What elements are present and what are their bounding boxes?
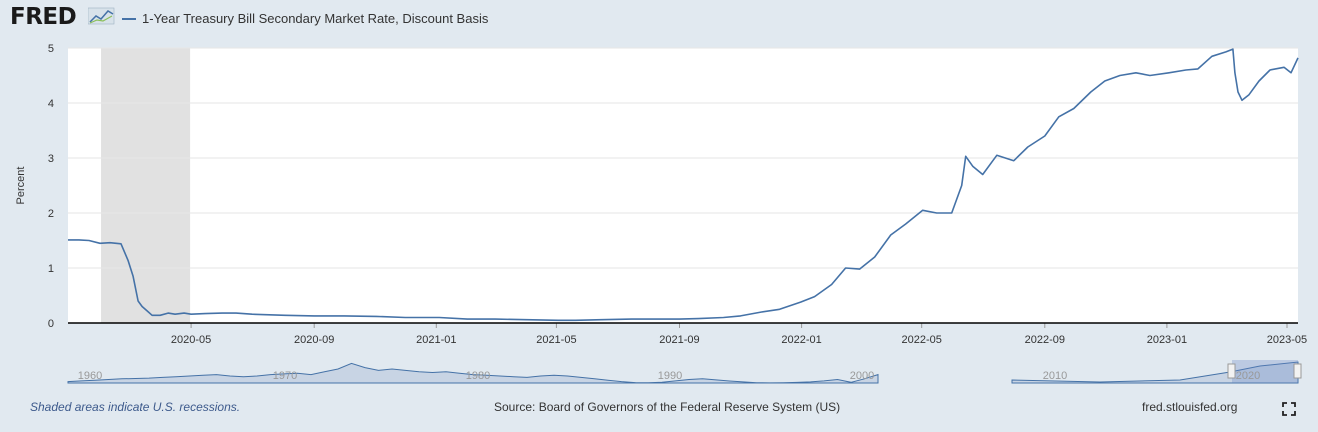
navigator-year-label: 1990	[658, 370, 682, 382]
navigator-window[interactable]	[1232, 360, 1298, 383]
legend-label: 1-Year Treasury Bill Secondary Market Ra…	[142, 11, 489, 26]
y-tick-label: 0	[48, 318, 54, 330]
navigator-series-area	[67, 362, 879, 384]
navigator-year-label: 2000	[850, 370, 874, 382]
recession-note: Shaded areas indicate U.S. recessions.	[30, 400, 241, 414]
fred-logo[interactable]: FRED	[10, 4, 77, 30]
y-axis-label: Percent	[15, 167, 27, 205]
fred-graph-icon	[88, 7, 115, 25]
navigator-handle-left[interactable]	[1227, 363, 1236, 379]
recession-shade	[101, 48, 191, 323]
y-tick-label: 1	[48, 263, 54, 275]
plot-area	[68, 48, 1298, 323]
x-tick-label: 2022-05	[902, 334, 942, 346]
navigator-handle-right[interactable]	[1293, 363, 1302, 379]
x-tick-label: 2023-05	[1267, 334, 1307, 346]
y-tick-label: 2	[48, 208, 54, 220]
navigator-year-label: 2010	[1043, 370, 1067, 382]
navigator-year-label: 1960	[78, 370, 102, 382]
x-tick-label: 2021-05	[536, 334, 576, 346]
legend-item[interactable]: 1-Year Treasury Bill Secondary Market Ra…	[122, 11, 488, 26]
x-tick-label: 2022-09	[1025, 334, 1065, 346]
navigator-series-area	[1011, 361, 1299, 384]
line-chart: 0 1 2 3 4 5 2020-05 2020-09 2021-01 2021-05 2021-0…	[15, 43, 1307, 384]
series-line[interactable]	[68, 48, 1299, 322]
fred-url-link[interactable]: fred.stlouisfed.org	[1142, 400, 1238, 414]
legend-swatch	[122, 17, 136, 20]
x-tick-label: 2022-01	[781, 334, 821, 346]
navigator-year-label: 1970	[273, 370, 297, 382]
y-tick-label: 4	[48, 98, 54, 110]
y-tick-label: 3	[48, 153, 54, 165]
x-tick-label: 2023-01	[1147, 334, 1187, 346]
navigator-year-label: 2020	[1236, 370, 1260, 382]
y-tick-label: 5	[48, 43, 54, 55]
fullscreen-icon[interactable]	[1282, 402, 1296, 416]
x-tick-label: 2020-05	[171, 334, 211, 346]
x-tick-label: 2021-09	[659, 334, 699, 346]
navigator-year-label: 1980	[466, 370, 490, 382]
x-tick-label: 2020-09	[294, 334, 334, 346]
x-tick-label: 2021-01	[416, 334, 456, 346]
source-text: Source: Board of Governors of the Federa…	[494, 400, 841, 414]
chart-header: FRED 1-Year Treasury Bill Secondary Mark…	[0, 0, 1318, 40]
